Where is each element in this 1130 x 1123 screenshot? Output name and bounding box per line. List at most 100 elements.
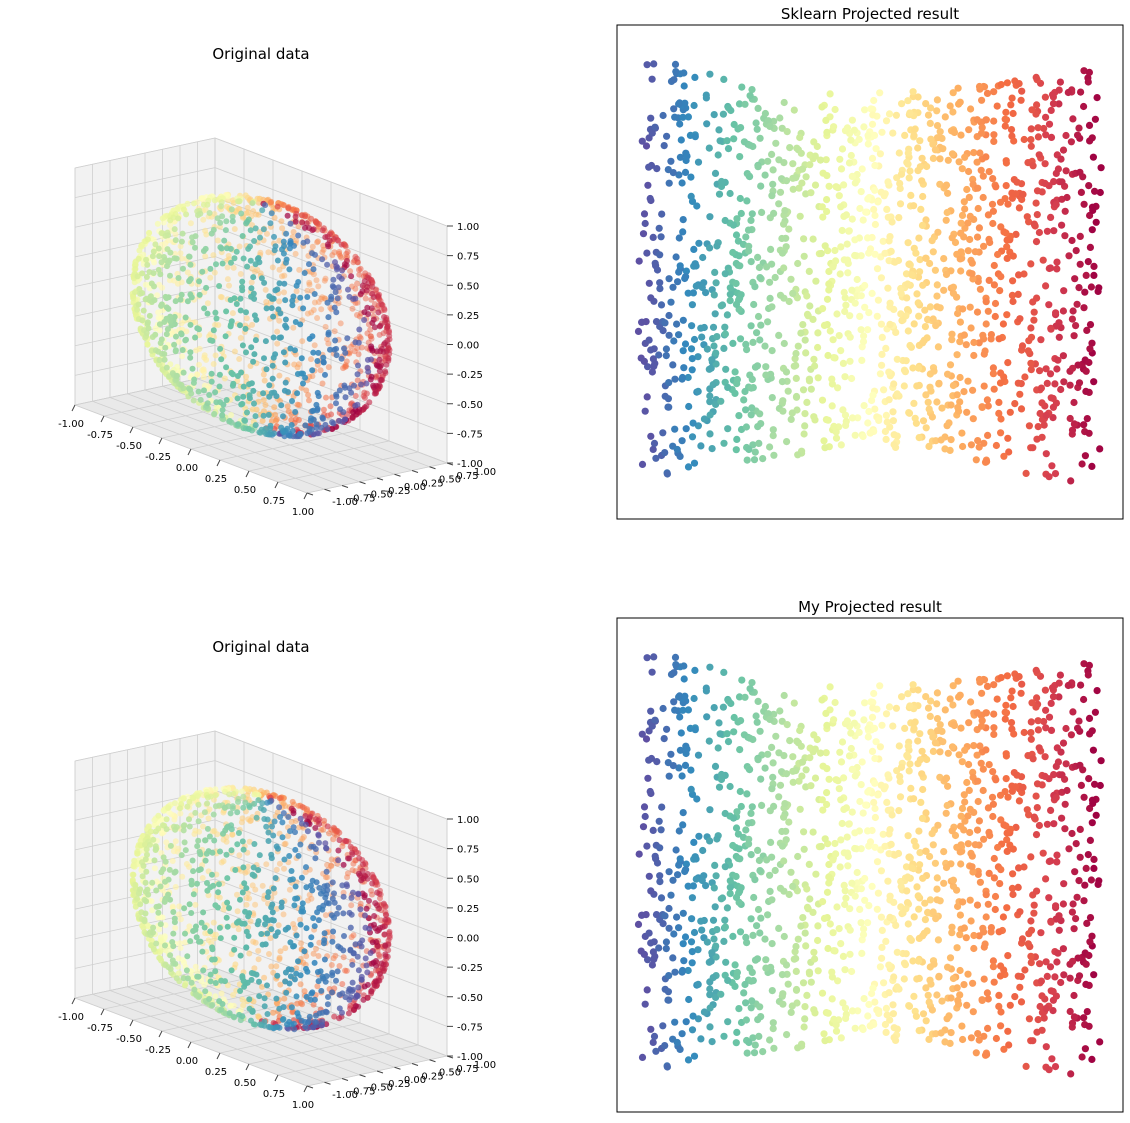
scatter-point [172,925,179,931]
scatter-point [303,953,310,960]
scatter-point [379,965,386,972]
scatter-point [347,268,354,275]
scatter-point [165,805,172,811]
scatter-point [335,300,342,307]
scatter-point [177,916,184,923]
scatter-point [907,191,915,199]
scatter-point [663,470,672,478]
scatter-point [679,316,687,324]
scatter-point [842,211,851,219]
scatter-point [251,400,257,407]
scatter-point [277,981,284,988]
scatter-point [202,930,209,937]
scatter-point [329,969,336,976]
scatter-point [731,961,739,969]
scatter-point [269,823,275,830]
scatter-point [886,320,894,328]
scatter-point [237,988,244,994]
scatter-point [1060,378,1068,386]
scatter-point [1036,1002,1044,1011]
scatter-point [331,304,338,311]
z-tick-label: 0.50 [457,281,479,292]
scatter-point [183,967,190,974]
scatter-point [938,404,946,412]
scatter-point [735,693,744,701]
scatter-point [902,357,910,365]
scatter-point [156,281,163,288]
scatter-point [831,246,839,255]
scatter-point [694,422,703,430]
scatter-point [328,962,335,968]
scatter-point [985,168,993,176]
scatter-point [204,400,211,407]
scatter-point [260,371,267,378]
scatter-point [788,409,796,417]
scatter-point [204,310,211,317]
scatter-point [281,841,288,848]
scatter-point [970,215,978,223]
scatter-point [732,300,741,308]
scatter-point [1057,155,1065,163]
scatter-point [357,900,364,907]
scatter-point [261,1018,268,1025]
x-tick-mark [245,1063,250,1071]
scatter-point [876,370,885,378]
scatter-point [1009,297,1017,306]
scatter-point [314,969,321,975]
scatter-point [906,109,914,117]
scatter-point [990,261,998,270]
scatter-point [273,963,280,970]
scatter-point [288,868,295,874]
scatter-point [219,412,226,419]
scatter-point [1027,324,1035,332]
scatter-point [313,1012,319,1019]
scatter-point [945,419,953,427]
scatter-point [187,349,194,356]
scatter-point [956,318,965,326]
scatter-point [201,809,208,816]
scatter-point [335,847,342,854]
scatter-point [315,299,322,305]
scatter-point [969,275,977,283]
scatter-point [755,439,763,447]
scatter-point [194,325,201,332]
scatter-point [369,891,375,898]
scatter-point [217,935,224,942]
scatter-point [956,398,964,406]
scatter-point [303,925,310,932]
scatter-point [149,907,156,914]
scatter-point [754,104,762,112]
scatter-point [858,165,866,173]
scatter-point [940,286,948,294]
scatter-point [347,924,354,931]
scatter-point [949,381,958,390]
scatter-point [313,219,320,226]
scatter-point [186,798,193,805]
scatter-point [361,309,368,316]
scatter-point [641,407,649,415]
scatter-point [259,207,266,214]
scatter-point [207,971,214,978]
scatter-point [761,935,769,943]
scatter-point [749,338,757,346]
scatter-point [155,914,162,921]
scatter-point [698,283,706,292]
scatter-point [268,418,275,425]
scatter-point [212,389,219,396]
scatter-point [293,965,300,972]
scatter-point [1068,236,1076,245]
scatter-point [1083,415,1091,423]
scatter-point [757,321,765,329]
scatter-point [789,160,797,168]
scatter-point [963,408,971,416]
scatter-point [256,978,262,985]
scatter-point [1032,831,1041,839]
scatter-point [244,890,251,897]
scatter-point [355,891,362,898]
scatter-point [281,995,288,1002]
scatter-point [656,279,664,287]
scatter-point [245,863,251,870]
scatter-point [723,137,731,145]
scatter-point [318,987,325,994]
scatter-point [312,825,319,831]
